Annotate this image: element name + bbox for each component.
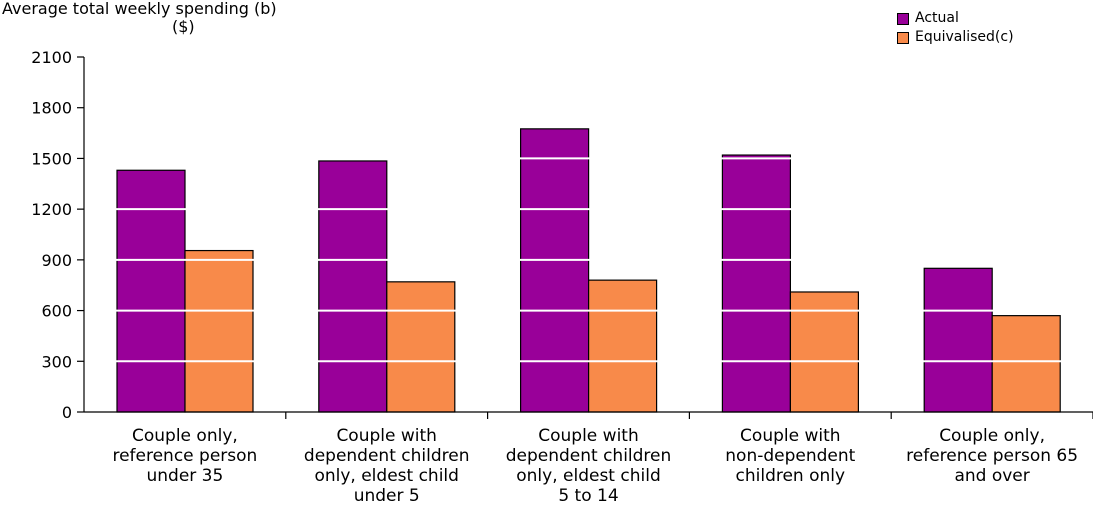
y-tick-label-1800: 1800 [31,99,72,118]
bar-actual-1 [318,160,388,413]
x-tick-label-1-1: dependent children [304,446,470,466]
bar-equivalised-c--3 [789,291,860,413]
bar-equivalised-c--2 [587,279,658,413]
legend-label-equivalised: Equivalised(c) [915,29,1014,45]
bar-equivalised-c--4 [991,315,1061,413]
x-tick-label-2-0: Couple with [538,426,639,446]
x-tick-label-2-3: 5 to 14 [558,486,618,506]
bar-actual-2 [519,128,590,413]
y-axis-label: Average total weekly spending (b) ($) [2,0,277,36]
x-tick-label-4-2: and over [954,466,1029,486]
x-tick-label-0-1: reference person [112,446,257,466]
legend: Actual Equivalised(c) [897,9,1014,47]
y-axis-label-line1: Average total weekly spending (b) [2,0,277,18]
bar-actual-4 [923,267,993,413]
legend-item-equivalised: Equivalised(c) [897,28,1014,47]
y-tick-label-2100: 2100 [31,48,72,67]
x-tick-label-1-3: under 5 [354,486,420,506]
bar-equivalised-c--0 [184,249,254,413]
legend-swatch-actual [897,12,909,25]
bar-equivalised-c--1 [386,281,456,413]
legend-label-actual: Actual [915,10,959,26]
bar-actual-3 [721,154,792,413]
x-tick-label-1-0: Couple with [336,426,437,446]
bar-actual-0 [116,169,186,413]
x-tick-label-3-0: Couple with [740,426,841,446]
legend-swatch-equivalised [897,31,909,44]
x-tick-label-4-0: Couple only, [939,426,1045,446]
y-tick-label-0: 0 [62,403,72,422]
y-tick-label-300: 300 [41,352,72,371]
legend-item-actual: Actual [897,9,1014,28]
x-tick-label-2-2: only, eldest child [516,466,660,486]
x-tick-label-3-1: non-dependent [725,446,855,466]
x-tick-label-0-2: under 35 [146,466,223,486]
x-tick-label-1-2: only, eldest child [314,466,458,486]
x-tick-label-0-0: Couple only, [132,426,238,446]
y-tick-label-1200: 1200 [31,200,72,219]
y-tick-label-600: 600 [41,302,72,321]
x-tick-label-4-1: reference person 65 [906,446,1078,466]
y-axis-label-line2: ($) [172,17,195,36]
x-tick-label-2-1: dependent children [506,446,672,466]
y-tick-label-1500: 1500 [31,149,72,168]
x-tick-label-3-2: children only [736,466,846,486]
y-tick-label-900: 900 [41,251,72,270]
